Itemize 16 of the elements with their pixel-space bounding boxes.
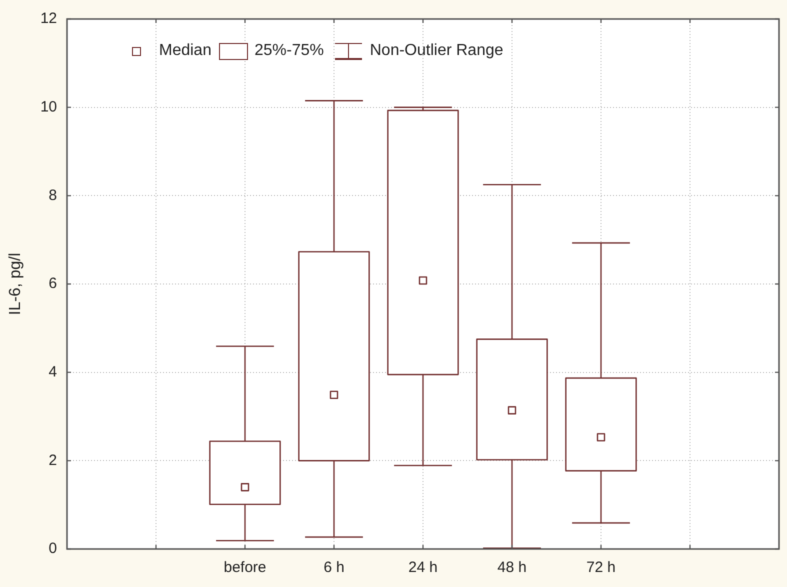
annotation: 25%-75% — [254, 42, 324, 60]
x-tick-label: 6 h — [324, 559, 344, 576]
y-tick-label: 10 — [40, 98, 57, 116]
x-tick-label: before — [224, 559, 266, 576]
y-tick-label: 8 — [48, 186, 57, 204]
annotation: Non-Outlier Range — [370, 42, 504, 60]
y-axis-title: IL-6, pg/l — [7, 252, 24, 316]
y-tick-label: 2 — [48, 452, 57, 469]
y-tick-label: 4 — [48, 363, 57, 380]
x-tick-label: 72 h — [586, 559, 616, 576]
y-tick-label: 0 — [48, 540, 57, 558]
x-tick-label: 24 h — [408, 559, 438, 576]
y-tick-label: 12 — [40, 10, 57, 28]
x-tick-label: 48 h — [497, 559, 527, 576]
annotation: Median — [159, 42, 212, 60]
y-tick-label: 6 — [48, 275, 57, 292]
